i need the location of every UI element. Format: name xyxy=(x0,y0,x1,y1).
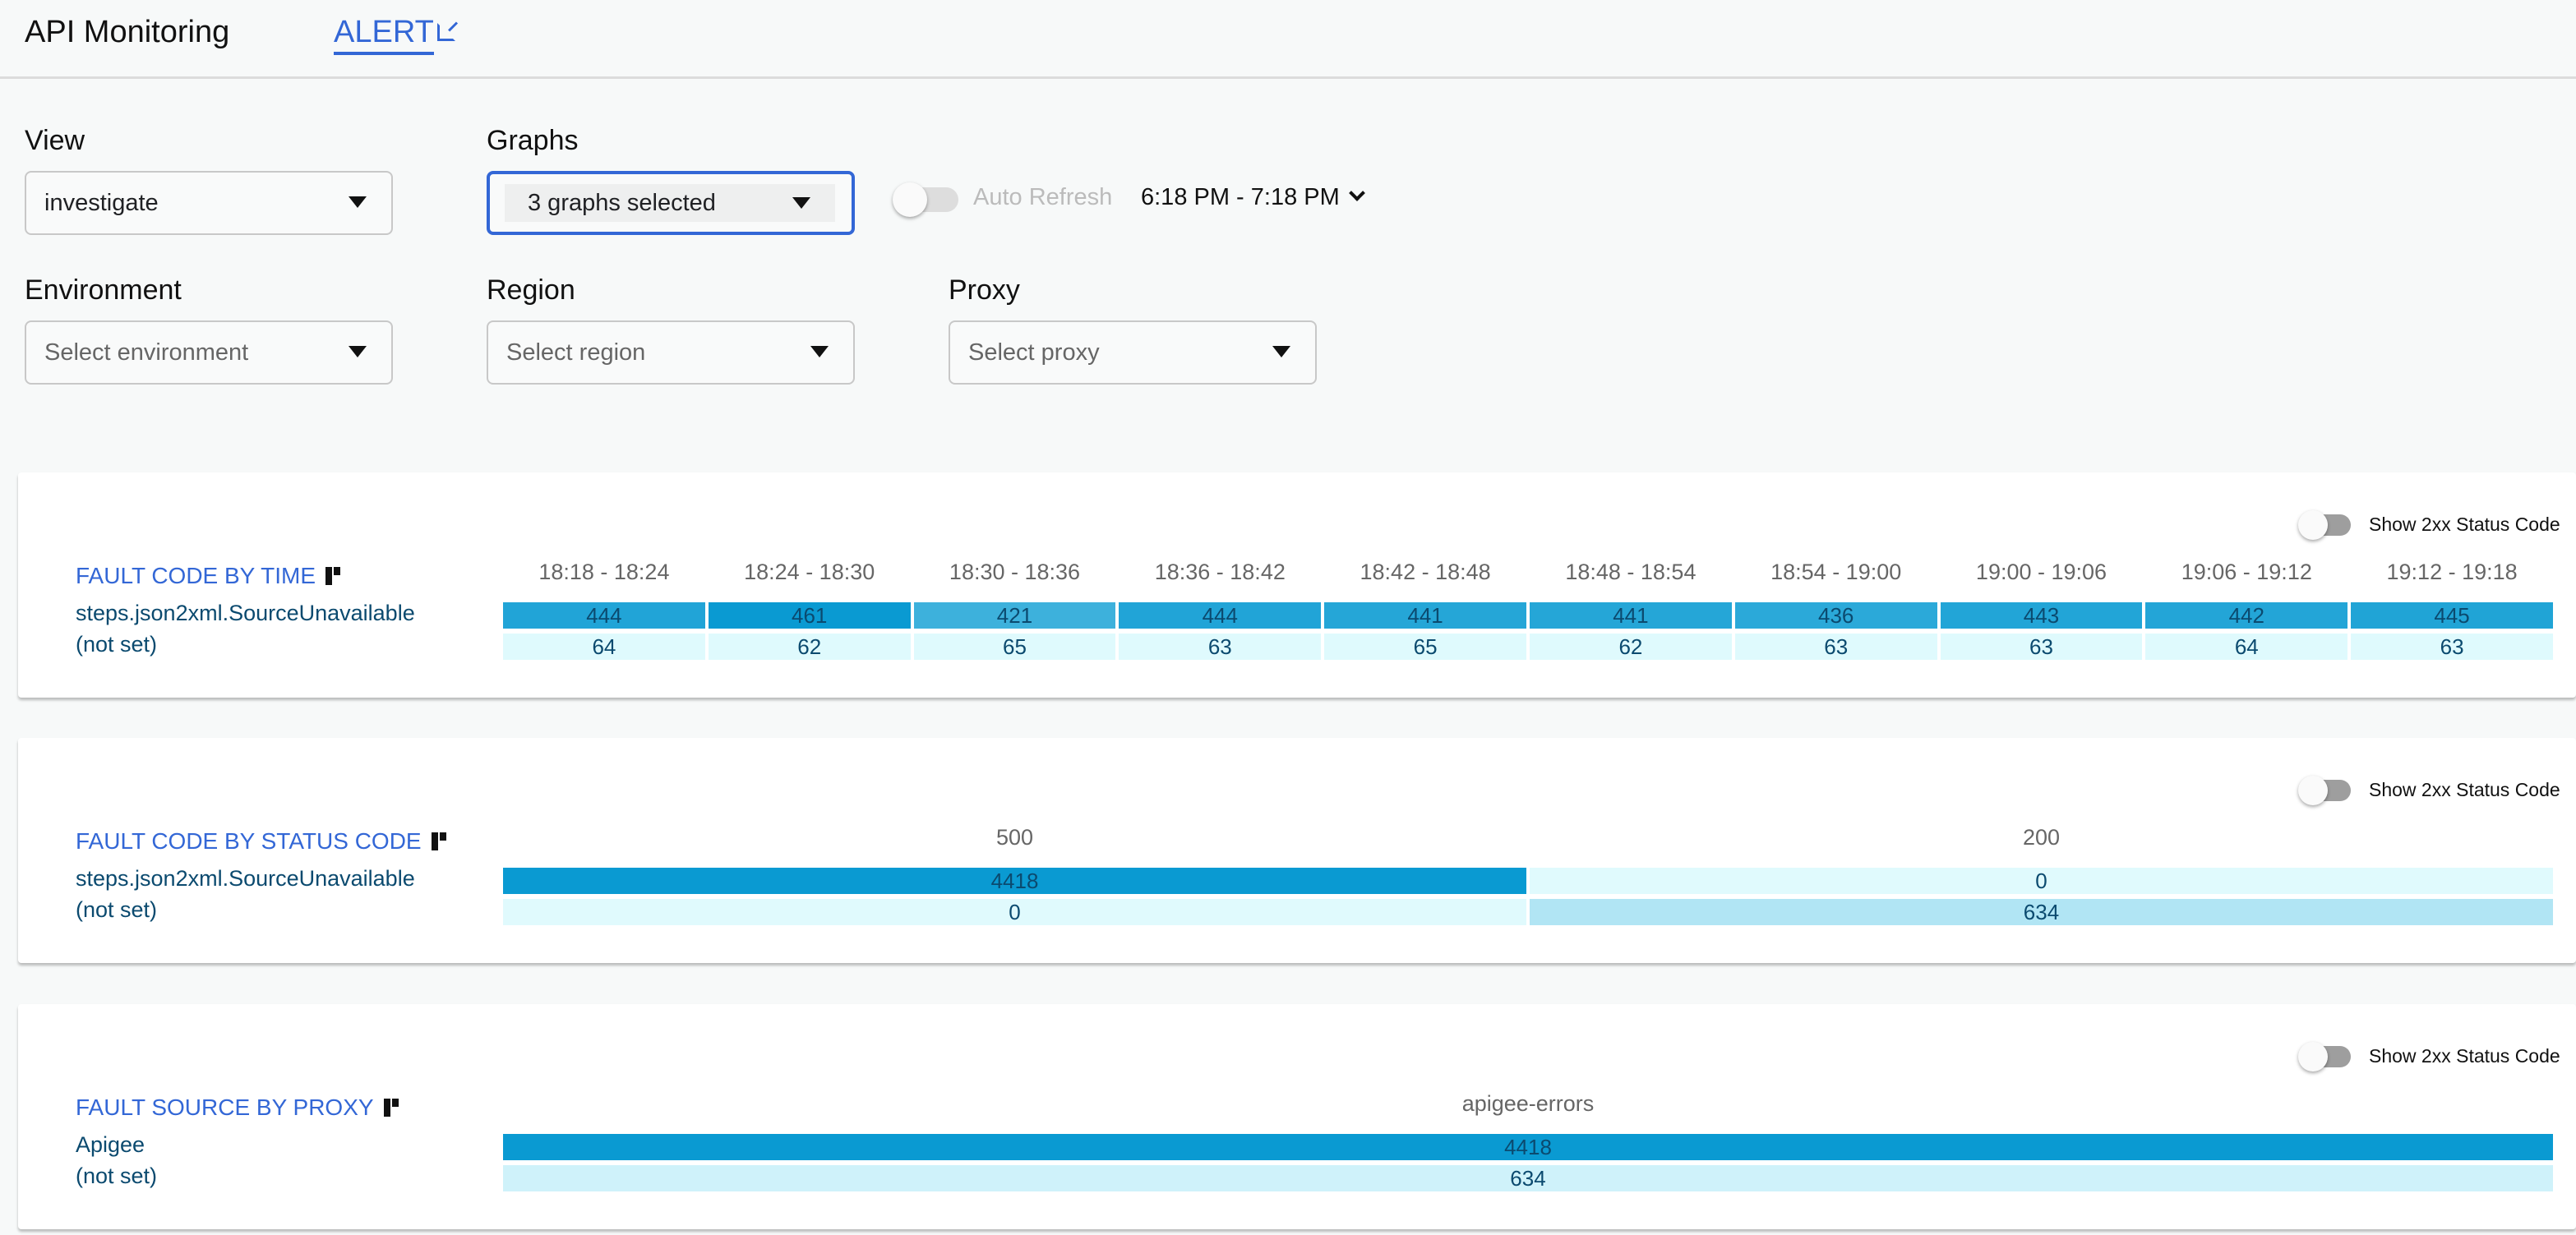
environment-label: Environment xyxy=(25,274,182,306)
card-title-text: FAULT SOURCE BY PROXY xyxy=(76,1094,374,1120)
toggle-knob xyxy=(893,182,927,217)
heatmap-cell[interactable]: 445 xyxy=(2351,602,2553,629)
caret-down-icon xyxy=(792,197,810,209)
card-title: FAULT CODE BY TIME xyxy=(76,563,341,589)
toggle-knob xyxy=(2298,775,2328,805)
card-title-text: FAULT CODE BY STATUS CODE xyxy=(76,828,422,854)
heatmap-cell[interactable]: 64 xyxy=(503,634,705,660)
show-2xx-toggle[interactable] xyxy=(2298,775,2351,805)
card-fault-code-by-status-code: FAULT CODE BY STATUS CODE Show 2xx Status… xyxy=(18,738,2576,963)
heatmap-cell[interactable]: 441 xyxy=(1530,602,1732,629)
heatmap-cell[interactable]: 436 xyxy=(1734,602,1937,629)
heatmap-cell[interactable]: 461 xyxy=(708,602,911,629)
column-header: 18:24 - 18:30 xyxy=(744,560,875,584)
column-header: 19:06 - 19:12 xyxy=(2181,560,2312,584)
graphs-dropdown[interactable]: 3 graphs selected xyxy=(487,171,855,235)
show-2xx-toggle-group: Show 2xx Status Code xyxy=(2298,1041,2560,1071)
row-label: (not set) xyxy=(76,1164,158,1188)
auto-refresh-label: Auto Refresh xyxy=(973,184,1113,210)
column-header: 18:42 - 18:48 xyxy=(1360,560,1491,584)
column-header: 500 xyxy=(995,825,1034,850)
heatmap-cell[interactable]: 62 xyxy=(708,634,911,660)
heatmap-cell[interactable]: 634 xyxy=(1530,899,2553,925)
show-2xx-label: Show 2xx Status Code xyxy=(2369,1045,2560,1067)
caret-down-icon xyxy=(810,346,829,357)
show-2xx-toggle-group: Show 2xx Status Code xyxy=(2298,509,2560,540)
heatmap-cell[interactable]: 442 xyxy=(2145,602,2348,629)
view-value: investigate xyxy=(44,189,159,216)
auto-refresh-toggle[interactable] xyxy=(893,182,958,217)
heatmap-cell[interactable]: 441 xyxy=(1324,602,1526,629)
sort-icon[interactable] xyxy=(430,832,446,850)
proxy-dropdown[interactable]: Select proxy xyxy=(949,320,1317,385)
heatmap-cell[interactable]: 0 xyxy=(503,899,1526,925)
heatmap-cell[interactable]: 443 xyxy=(1940,602,2143,629)
heatmap-cell[interactable]: 0 xyxy=(1530,868,2553,894)
card-title: FAULT CODE BY STATUS CODE xyxy=(76,828,446,855)
time-range-value: 6:18 PM - 7:18 PM xyxy=(1141,184,1340,210)
column-header: 19:12 - 19:18 xyxy=(2386,560,2518,584)
row-label: steps.json2xml.SourceUnavailable xyxy=(76,866,415,891)
row-label: steps.json2xml.SourceUnavailable xyxy=(76,601,415,625)
view-dropdown[interactable]: investigate xyxy=(25,171,393,235)
card-title-text: FAULT CODE BY TIME xyxy=(76,563,316,588)
column-header: 18:18 - 18:24 xyxy=(538,560,670,584)
column-header: 19:00 - 19:06 xyxy=(1975,560,2107,584)
column-header: 200 xyxy=(2022,825,2061,850)
show-2xx-label: Show 2xx Status Code xyxy=(2369,514,2560,535)
show-2xx-toggle[interactable] xyxy=(2298,1041,2351,1071)
sort-icon[interactable] xyxy=(324,567,341,585)
chevron-down-icon xyxy=(1348,185,1365,201)
external-link-icon xyxy=(437,23,455,41)
column-header: apigee-errors xyxy=(1461,1091,1595,1116)
toggle-knob xyxy=(2298,1041,2328,1071)
show-2xx-toggle-group: Show 2xx Status Code xyxy=(2298,775,2560,805)
app-title: API Monitoring xyxy=(25,15,230,49)
heatmap-cell[interactable]: 62 xyxy=(1530,634,1732,660)
top-bar xyxy=(0,0,2576,79)
environment-placeholder: Select environment xyxy=(44,339,249,366)
heatmap-cell[interactable]: 634 xyxy=(503,1165,2553,1191)
card-title: FAULT SOURCE BY PROXY xyxy=(76,1094,399,1121)
proxy-label: Proxy xyxy=(949,274,1020,306)
card-fault-source-by-proxy: FAULT SOURCE BY PROXY Show 2xx Status Cod… xyxy=(18,1004,2576,1229)
graphs-label: Graphs xyxy=(487,125,579,156)
view-label: View xyxy=(25,125,85,156)
heatmap-cell[interactable]: 4418 xyxy=(503,868,1526,894)
row-label: (not set) xyxy=(76,897,158,922)
heatmap-cell[interactable]: 65 xyxy=(913,634,1116,660)
alert-link[interactable]: ALERT xyxy=(334,15,434,55)
column-header: 18:48 - 18:54 xyxy=(1565,560,1697,584)
region-placeholder: Select region xyxy=(506,339,646,366)
heatmap-cell[interactable]: 63 xyxy=(1119,634,1322,660)
graphs-value: 3 graphs selected xyxy=(528,189,716,216)
heatmap-cell[interactable]: 64 xyxy=(2145,634,2348,660)
heatmap-cell[interactable]: 4418 xyxy=(503,1134,2553,1160)
heatmap-cell[interactable]: 421 xyxy=(913,602,1116,629)
toggle-knob xyxy=(2298,509,2328,540)
show-2xx-toggle[interactable] xyxy=(2298,509,2351,540)
environment-dropdown[interactable]: Select environment xyxy=(25,320,393,385)
proxy-placeholder: Select proxy xyxy=(968,339,1100,366)
row-label: (not set) xyxy=(76,632,158,657)
caret-down-icon xyxy=(349,346,367,357)
heatmap-cell[interactable]: 65 xyxy=(1324,634,1526,660)
row-label: Apigee xyxy=(76,1132,145,1157)
caret-down-icon xyxy=(1272,346,1290,357)
heatmap-cell[interactable]: 63 xyxy=(1734,634,1937,660)
column-header: 18:54 - 19:00 xyxy=(1770,560,1902,584)
column-header: 18:36 - 18:42 xyxy=(1154,560,1286,584)
heatmap-cell[interactable]: 63 xyxy=(1940,634,2143,660)
region-dropdown[interactable]: Select region xyxy=(487,320,855,385)
caret-down-icon xyxy=(349,196,367,208)
heatmap-cell[interactable]: 63 xyxy=(2351,634,2553,660)
sort-icon[interactable] xyxy=(382,1099,399,1117)
column-header: 18:30 - 18:36 xyxy=(949,560,1081,584)
region-label: Region xyxy=(487,274,575,306)
time-range-selector[interactable]: 6:18 PM - 7:18 PM xyxy=(1141,184,1365,211)
heatmap-cell[interactable]: 444 xyxy=(1119,602,1322,629)
heatmap-cell[interactable]: 444 xyxy=(503,602,705,629)
show-2xx-label: Show 2xx Status Code xyxy=(2369,779,2560,800)
card-fault-code-by-time: FAULT CODE BY TIME Show 2xx Status Code 18… xyxy=(18,472,2576,698)
